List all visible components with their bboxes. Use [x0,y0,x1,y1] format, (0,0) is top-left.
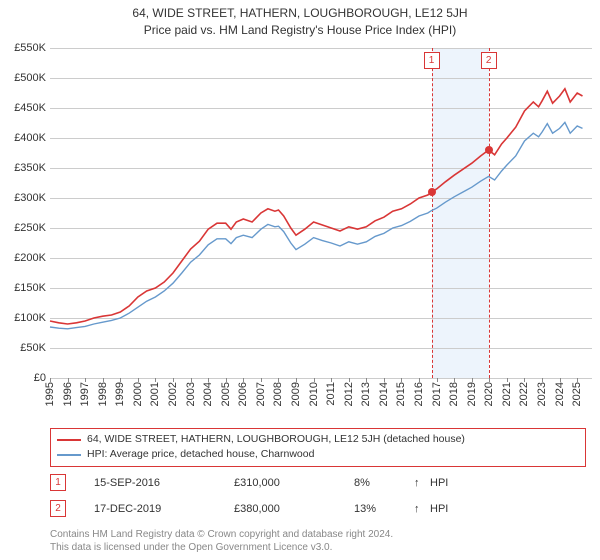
x-axis-label: 2022 [518,382,530,406]
x-axis-label: 2019 [466,382,478,406]
footer-line: Contains HM Land Registry data © Crown c… [50,528,586,541]
y-axis-label: £50K [2,342,46,354]
x-axis-label: 2025 [571,382,583,406]
x-axis-label: 2012 [343,382,355,406]
x-axis-label: 2016 [413,382,425,406]
footer-line: This data is licensed under the Open Gov… [50,541,586,554]
series-hpi [50,122,583,328]
x-axis-label: 2011 [325,382,337,406]
y-axis-label: £100K [2,312,46,324]
x-axis-label: 1998 [97,382,109,406]
transaction-marker: 1 [50,474,66,491]
transaction-hpi-label: HPI [430,477,448,489]
transaction-date: 15-SEP-2016 [94,477,234,489]
transaction-date: 17-DEC-2019 [94,503,234,515]
x-axis-label: 2023 [536,382,548,406]
transaction-hpi-label: HPI [430,503,448,515]
transaction-pct: 8% [354,477,414,489]
y-axis-label: £200K [2,252,46,264]
x-axis-label: 2013 [360,382,372,406]
x-axis-label: 1999 [114,382,126,406]
x-axis-label: 2017 [431,382,443,406]
x-axis-label: 1995 [44,382,56,406]
transaction-marker: 2 [50,500,66,517]
x-axis-label: 2020 [483,382,495,406]
y-axis-label: £500K [2,72,46,84]
y-axis-label: £450K [2,102,46,114]
x-axis-label: 2000 [132,382,144,406]
arrow-up-icon: ↑ [414,477,430,489]
x-axis-label: 2003 [185,382,197,406]
line-series-svg [50,48,586,378]
chart-subtitle: Price paid vs. HM Land Registry's House … [0,20,600,37]
x-axis-label: 2001 [149,382,161,406]
arrow-up-icon: ↑ [414,503,430,515]
y-axis-label: £0 [2,372,46,384]
y-axis-label: £350K [2,162,46,174]
x-axis-label: 2014 [378,382,390,406]
x-axis-label: 2004 [202,382,214,406]
plot-area: £0£50K£100K£150K£200K£250K£300K£350K£400… [50,48,586,378]
x-axis-label: 2009 [290,382,302,406]
footer-copyright: Contains HM Land Registry data © Crown c… [50,528,586,554]
gridline [50,378,592,379]
transaction-row: 1 15-SEP-2016 £310,000 8% ↑ HPI [50,474,586,491]
legend-label: 64, WIDE STREET, HATHERN, LOUGHBOROUGH, … [87,432,465,447]
legend-swatch [57,439,81,441]
y-axis-label: £250K [2,222,46,234]
x-axis-label: 2005 [220,382,232,406]
y-axis-label: £150K [2,282,46,294]
legend-swatch [57,454,81,456]
transaction-pct: 13% [354,503,414,515]
y-axis-label: £400K [2,132,46,144]
transaction-price: £380,000 [234,503,354,515]
x-axis-label: 2006 [237,382,249,406]
x-axis-label: 2021 [501,382,513,406]
x-axis-label: 2007 [255,382,267,406]
x-axis-label: 2008 [272,382,284,406]
x-axis-label: 2024 [554,382,566,406]
y-axis-label: £300K [2,192,46,204]
transaction-price: £310,000 [234,477,354,489]
legend-item: 64, WIDE STREET, HATHERN, LOUGHBOROUGH, … [57,432,579,447]
x-axis-label: 2018 [448,382,460,406]
chart-container: 64, WIDE STREET, HATHERN, LOUGHBOROUGH, … [0,0,600,560]
x-axis-label: 2002 [167,382,179,406]
legend: 64, WIDE STREET, HATHERN, LOUGHBOROUGH, … [50,428,586,467]
x-axis-label: 2010 [308,382,320,406]
legend-item: HPI: Average price, detached house, Char… [57,447,579,462]
x-axis-label: 1996 [62,382,74,406]
y-axis-label: £550K [2,42,46,54]
transaction-row: 2 17-DEC-2019 £380,000 13% ↑ HPI [50,500,586,517]
series-price_paid [50,89,583,324]
legend-label: HPI: Average price, detached house, Char… [87,447,314,462]
x-axis-label: 2015 [395,382,407,406]
chart-title: 64, WIDE STREET, HATHERN, LOUGHBOROUGH, … [0,0,600,20]
x-axis-label: 1997 [79,382,91,406]
